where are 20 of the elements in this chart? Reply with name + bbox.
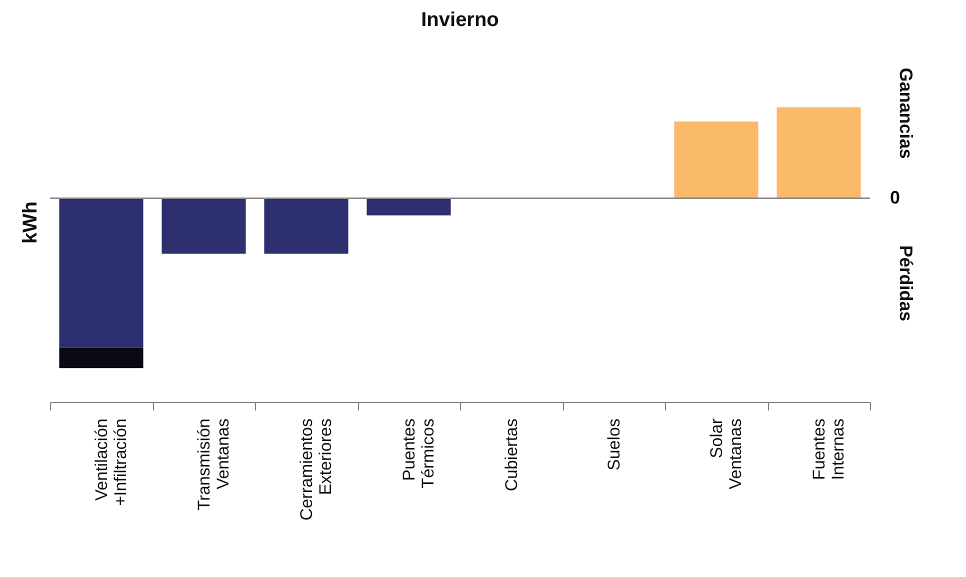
x-tick-label: Cerramientos Exteriores (296, 418, 335, 521)
x-tick-label: Solar Ventanas (706, 418, 745, 490)
text: Pérdidas (896, 245, 916, 322)
x-tick-label: Ventilación +Infiltración (92, 418, 130, 506)
bar (162, 198, 246, 254)
chart-title: Invierno (421, 9, 499, 31)
bar (674, 121, 758, 198)
text: 0 (890, 187, 900, 208)
x-tick-label: Transmisión Ventanas (194, 418, 232, 510)
text: Ganancias (896, 68, 916, 159)
x-tick-label: Fuentes Internas (809, 418, 848, 480)
bar (264, 198, 348, 254)
bar (366, 198, 451, 216)
x-tick-label: Puentes Térmicos (399, 418, 438, 488)
y-axis-title: kWh (20, 201, 42, 244)
bar (59, 348, 144, 368)
x-tick-label: Cubiertas (502, 418, 521, 492)
bar (776, 107, 861, 198)
bar (59, 198, 144, 348)
x-tick-label: Suelos (604, 418, 624, 470)
